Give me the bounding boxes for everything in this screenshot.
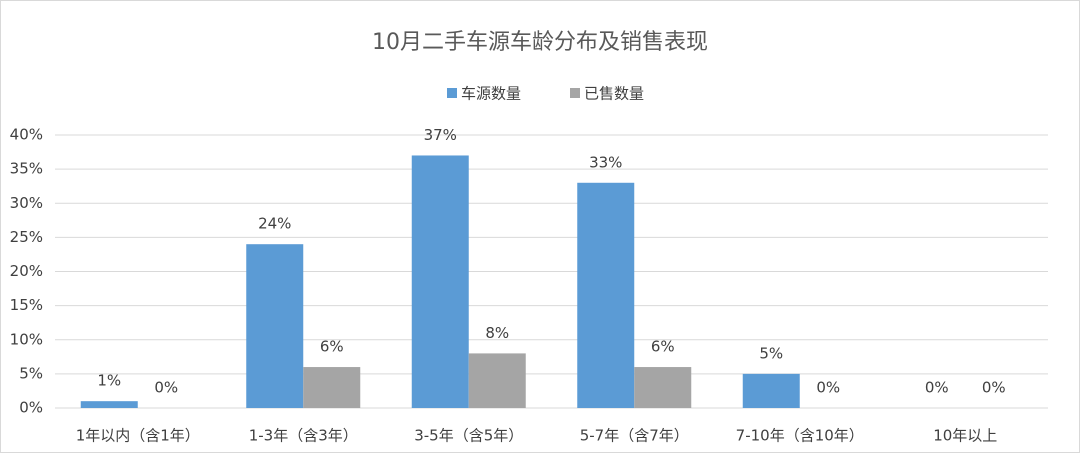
value-label: 6% bbox=[651, 338, 675, 356]
bar bbox=[80, 401, 138, 408]
value-label: 0% bbox=[925, 379, 949, 397]
y-tick-label: 10% bbox=[10, 330, 43, 348]
y-tick-label: 30% bbox=[10, 194, 43, 212]
value-label: 6% bbox=[320, 338, 344, 356]
y-tick-label: 0% bbox=[19, 399, 43, 417]
y-tick-label: 25% bbox=[10, 228, 43, 246]
x-tick-label: 3-5年（含5年） bbox=[414, 427, 523, 445]
y-tick-label: 15% bbox=[10, 296, 43, 314]
bar bbox=[468, 353, 526, 408]
value-label: 0% bbox=[816, 379, 840, 397]
x-tick-label: 1-3年（含3年） bbox=[249, 427, 358, 445]
y-tick-label: 35% bbox=[10, 160, 43, 178]
bar bbox=[411, 155, 469, 408]
y-tick-label: 5% bbox=[19, 364, 43, 382]
legend-swatch bbox=[447, 88, 457, 98]
chart-title: 10月二手车源车龄分布及销售表现 bbox=[372, 30, 708, 55]
bar bbox=[577, 182, 635, 408]
legend-swatch bbox=[570, 88, 580, 98]
x-tick-label: 5-7年（含7年） bbox=[580, 427, 689, 445]
bar bbox=[634, 367, 692, 408]
value-label: 8% bbox=[485, 324, 509, 342]
y-tick-label: 40% bbox=[10, 126, 43, 144]
legend-label: 车源数量 bbox=[461, 85, 521, 103]
bar bbox=[303, 367, 361, 408]
value-label: 0% bbox=[154, 379, 178, 397]
value-label: 24% bbox=[258, 215, 291, 233]
y-tick-label: 20% bbox=[10, 262, 43, 280]
value-label: 0% bbox=[982, 379, 1006, 397]
value-label: 37% bbox=[424, 126, 457, 144]
value-label: 1% bbox=[97, 372, 121, 390]
value-label: 33% bbox=[589, 153, 622, 171]
bar bbox=[246, 244, 304, 408]
legend-label: 已售数量 bbox=[584, 85, 644, 103]
x-tick-label: 7-10年（含10年） bbox=[736, 427, 864, 445]
x-tick-label: 10年以上 bbox=[933, 427, 997, 445]
x-tick-label: 1年以内（含1年） bbox=[76, 427, 200, 445]
bar bbox=[742, 373, 800, 408]
value-label: 5% bbox=[759, 344, 783, 362]
